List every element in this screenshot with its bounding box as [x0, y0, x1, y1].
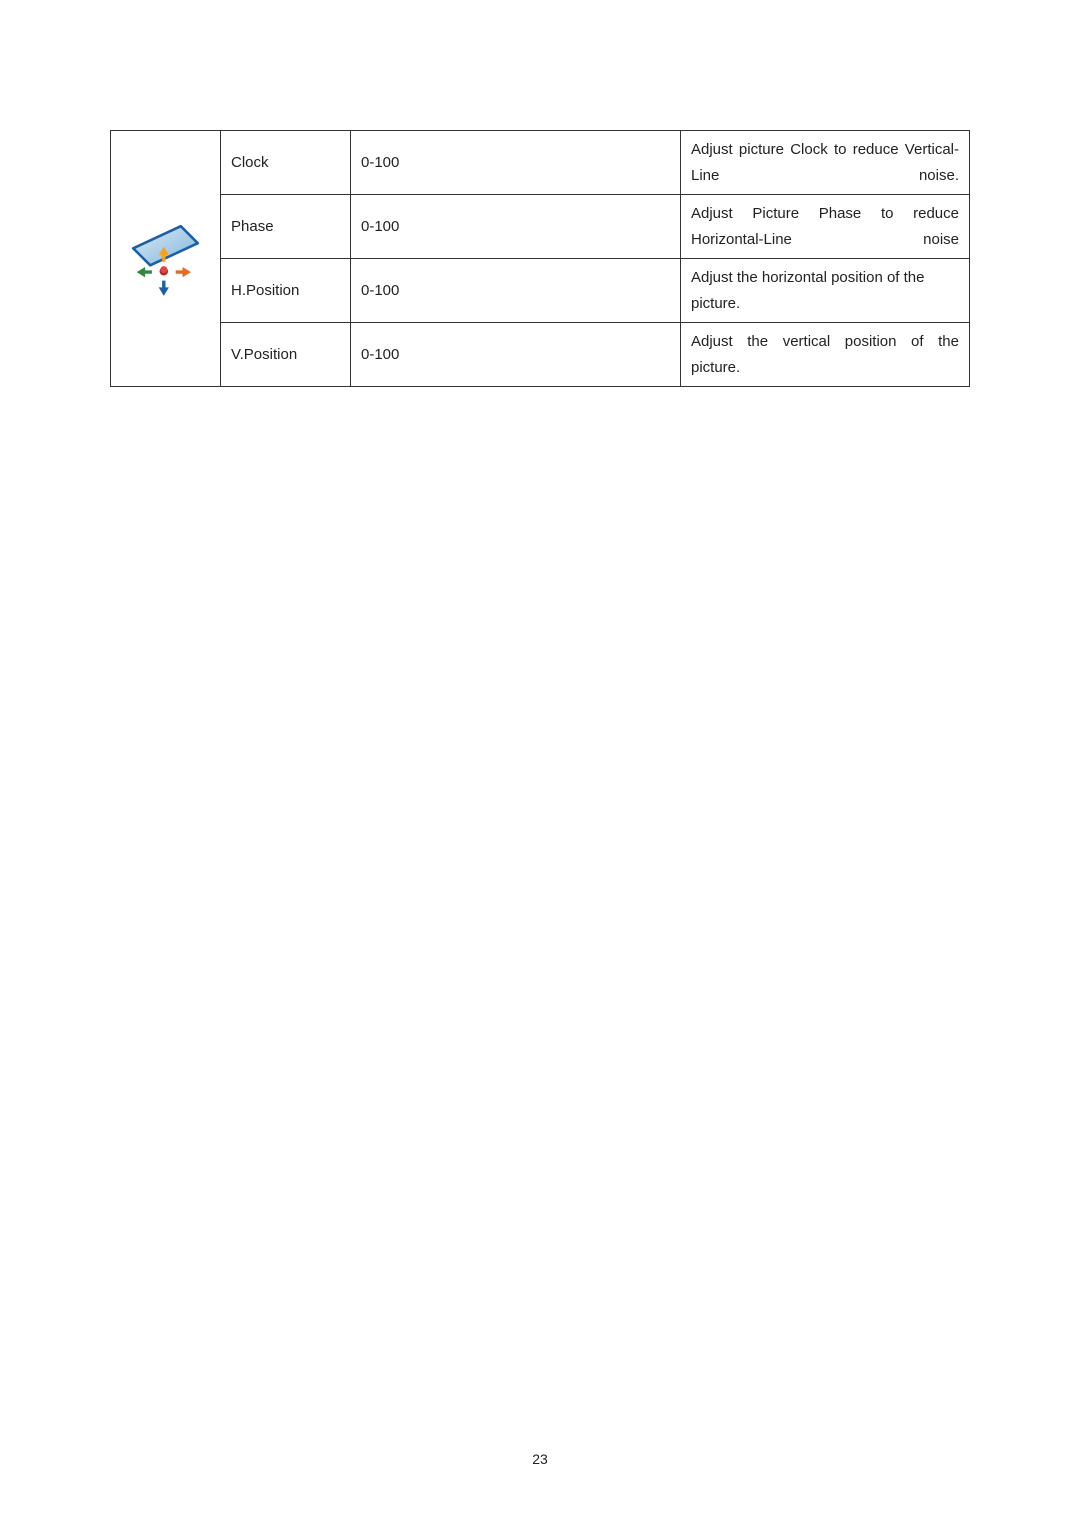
page-number: 23	[0, 1451, 1080, 1467]
setting-description: Adjust the vertical position of the pict…	[681, 323, 970, 387]
setting-range: 0-100	[351, 195, 681, 259]
page-content: Clock 0-100 Adjust picture Clock to redu…	[0, 0, 1080, 387]
table-row: Clock 0-100 Adjust picture Clock to redu…	[111, 131, 970, 195]
setting-name: H.Position	[221, 259, 351, 323]
table-row: H.Position 0-100 Adjust the horizontal p…	[111, 259, 970, 323]
setting-description: Adjust Picture Phase to reduce Horizonta…	[681, 195, 970, 259]
setting-name: V.Position	[221, 323, 351, 387]
setting-name: Phase	[221, 195, 351, 259]
setting-description: Adjust the horizontal position of the pi…	[681, 259, 970, 323]
table-row: Phase 0-100 Adjust Picture Phase to redu…	[111, 195, 970, 259]
settings-table: Clock 0-100 Adjust picture Clock to redu…	[110, 130, 970, 387]
icon-cell	[111, 131, 221, 387]
setting-name: Clock	[221, 131, 351, 195]
setting-range: 0-100	[351, 259, 681, 323]
setting-range: 0-100	[351, 131, 681, 195]
setting-description: Adjust picture Clock to reduce Vertical-…	[681, 131, 970, 195]
image-setup-icon	[123, 216, 208, 301]
setting-range: 0-100	[351, 323, 681, 387]
table-row: V.Position 0-100 Adjust the vertical pos…	[111, 323, 970, 387]
